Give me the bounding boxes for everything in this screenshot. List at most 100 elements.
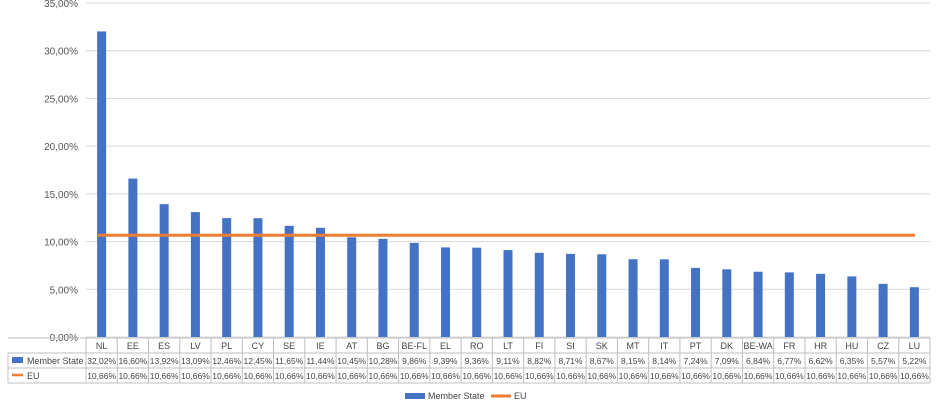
x-tick-label: FI (535, 341, 543, 351)
x-tick-label: HU (845, 341, 858, 351)
bar (722, 269, 732, 337)
data-label: 8,71% (558, 356, 583, 366)
data-label: 10,66% (712, 371, 741, 381)
legend: Member State EU (405, 391, 527, 401)
y-tick-label: 25,00% (44, 94, 78, 105)
bar (503, 250, 513, 337)
data-label: 13,09% (181, 356, 210, 366)
data-label: 10,28% (369, 356, 398, 366)
bar (222, 218, 232, 337)
data-label: 10,66% (744, 371, 773, 381)
legend-label: EU (514, 391, 527, 401)
data-label: 11,65% (275, 356, 304, 366)
data-label: 10,66% (775, 371, 804, 381)
x-tick-label: ES (158, 341, 170, 351)
x-tick-label: BE-FL (401, 341, 427, 351)
data-label: 8,14% (652, 356, 677, 366)
bar (440, 247, 450, 337)
x-tick-label: FR (783, 341, 795, 351)
y-tick-label: 10,00% (44, 238, 78, 249)
bar (472, 247, 482, 337)
data-label: 8,67% (590, 356, 615, 366)
data-label: 10,66% (587, 371, 616, 381)
x-tick-label: HR (814, 341, 827, 351)
y-tick-label: 5,00% (50, 285, 78, 296)
x-tick-label: BG (376, 341, 389, 351)
data-label: 10,66% (494, 371, 523, 381)
data-label: 16,60% (118, 356, 147, 366)
bar (284, 225, 294, 337)
data-label: 12,45% (244, 356, 273, 366)
bar (253, 218, 263, 337)
bar (753, 271, 763, 337)
data-label: 10,66% (244, 371, 273, 381)
data-label: 10,66% (431, 371, 460, 381)
x-tick-label: PT (690, 341, 702, 351)
x-tick-label: LV (190, 341, 200, 351)
data-label: 10,66% (275, 371, 304, 381)
x-tick-label: DK (721, 341, 734, 351)
data-label: 7,09% (715, 356, 740, 366)
x-tick-label: IT (660, 341, 669, 351)
data-label: 10,66% (400, 371, 429, 381)
data-label: 8,82% (527, 356, 552, 366)
bar (409, 242, 419, 337)
x-tick-label: LU (909, 341, 921, 351)
data-label: 11,44% (306, 356, 335, 366)
x-tick-label: EE (127, 341, 139, 351)
legend-label: Member State (428, 391, 485, 401)
data-label: 12,46% (212, 356, 241, 366)
data-label: 10,66% (337, 371, 366, 381)
bar (190, 212, 200, 337)
bar (784, 272, 794, 337)
data-label: 10,66% (306, 371, 335, 381)
data-table: NL EE ES LV PL CY SE IE AT BG BE-FL EL RO LT FI SI SK MT I… (7, 337, 931, 384)
data-label: 7,24% (684, 356, 709, 366)
data-label: 10,66% (87, 371, 116, 381)
x-tick-label: RO (470, 341, 484, 351)
y-tick-label: 15,00% (44, 190, 78, 201)
bar (128, 178, 138, 337)
bar (159, 204, 169, 337)
data-label: 6,77% (777, 356, 802, 366)
data-label: 9,36% (465, 356, 490, 366)
x-tick-label: BE-WA (743, 341, 772, 351)
data-label: 10,66% (150, 371, 179, 381)
data-label: 10,66% (369, 371, 398, 381)
bar (597, 254, 607, 337)
x-tick-label: SI (566, 341, 575, 351)
bar (315, 227, 325, 337)
data-label: 9,39% (433, 356, 458, 366)
y-tick-label: 30,00% (44, 47, 78, 58)
table-series-name: EU (27, 371, 40, 381)
data-label: 8,15% (621, 356, 646, 366)
data-label: 10,66% (556, 371, 585, 381)
data-label: 10,66% (525, 371, 554, 381)
bar (347, 237, 357, 337)
bar (97, 31, 107, 337)
data-label: 10,66% (806, 371, 835, 381)
bar (691, 267, 701, 337)
x-tick-label: PL (221, 341, 232, 351)
data-label: 10,66% (462, 371, 491, 381)
bar (847, 276, 857, 337)
data-label: 10,66% (212, 371, 241, 381)
data-label: 9,86% (402, 356, 427, 366)
data-label: 10,66% (900, 371, 929, 381)
bar (628, 259, 638, 337)
data-label: 6,35% (840, 356, 865, 366)
bar (378, 238, 388, 337)
data-label: 9,11% (496, 356, 520, 366)
x-tick-label: CZ (877, 341, 889, 351)
bar (878, 283, 888, 337)
x-tick-label: IE (316, 341, 325, 351)
x-tick-label: SK (596, 341, 608, 351)
bar (816, 273, 826, 337)
y-tick-label: 20,00% (44, 142, 78, 153)
data-label: 6,84% (746, 356, 771, 366)
data-label: 5,57% (871, 356, 896, 366)
y-tick-label: 35,00% (44, 0, 78, 10)
data-label: 10,66% (681, 371, 710, 381)
x-tick-label: AT (346, 341, 357, 351)
